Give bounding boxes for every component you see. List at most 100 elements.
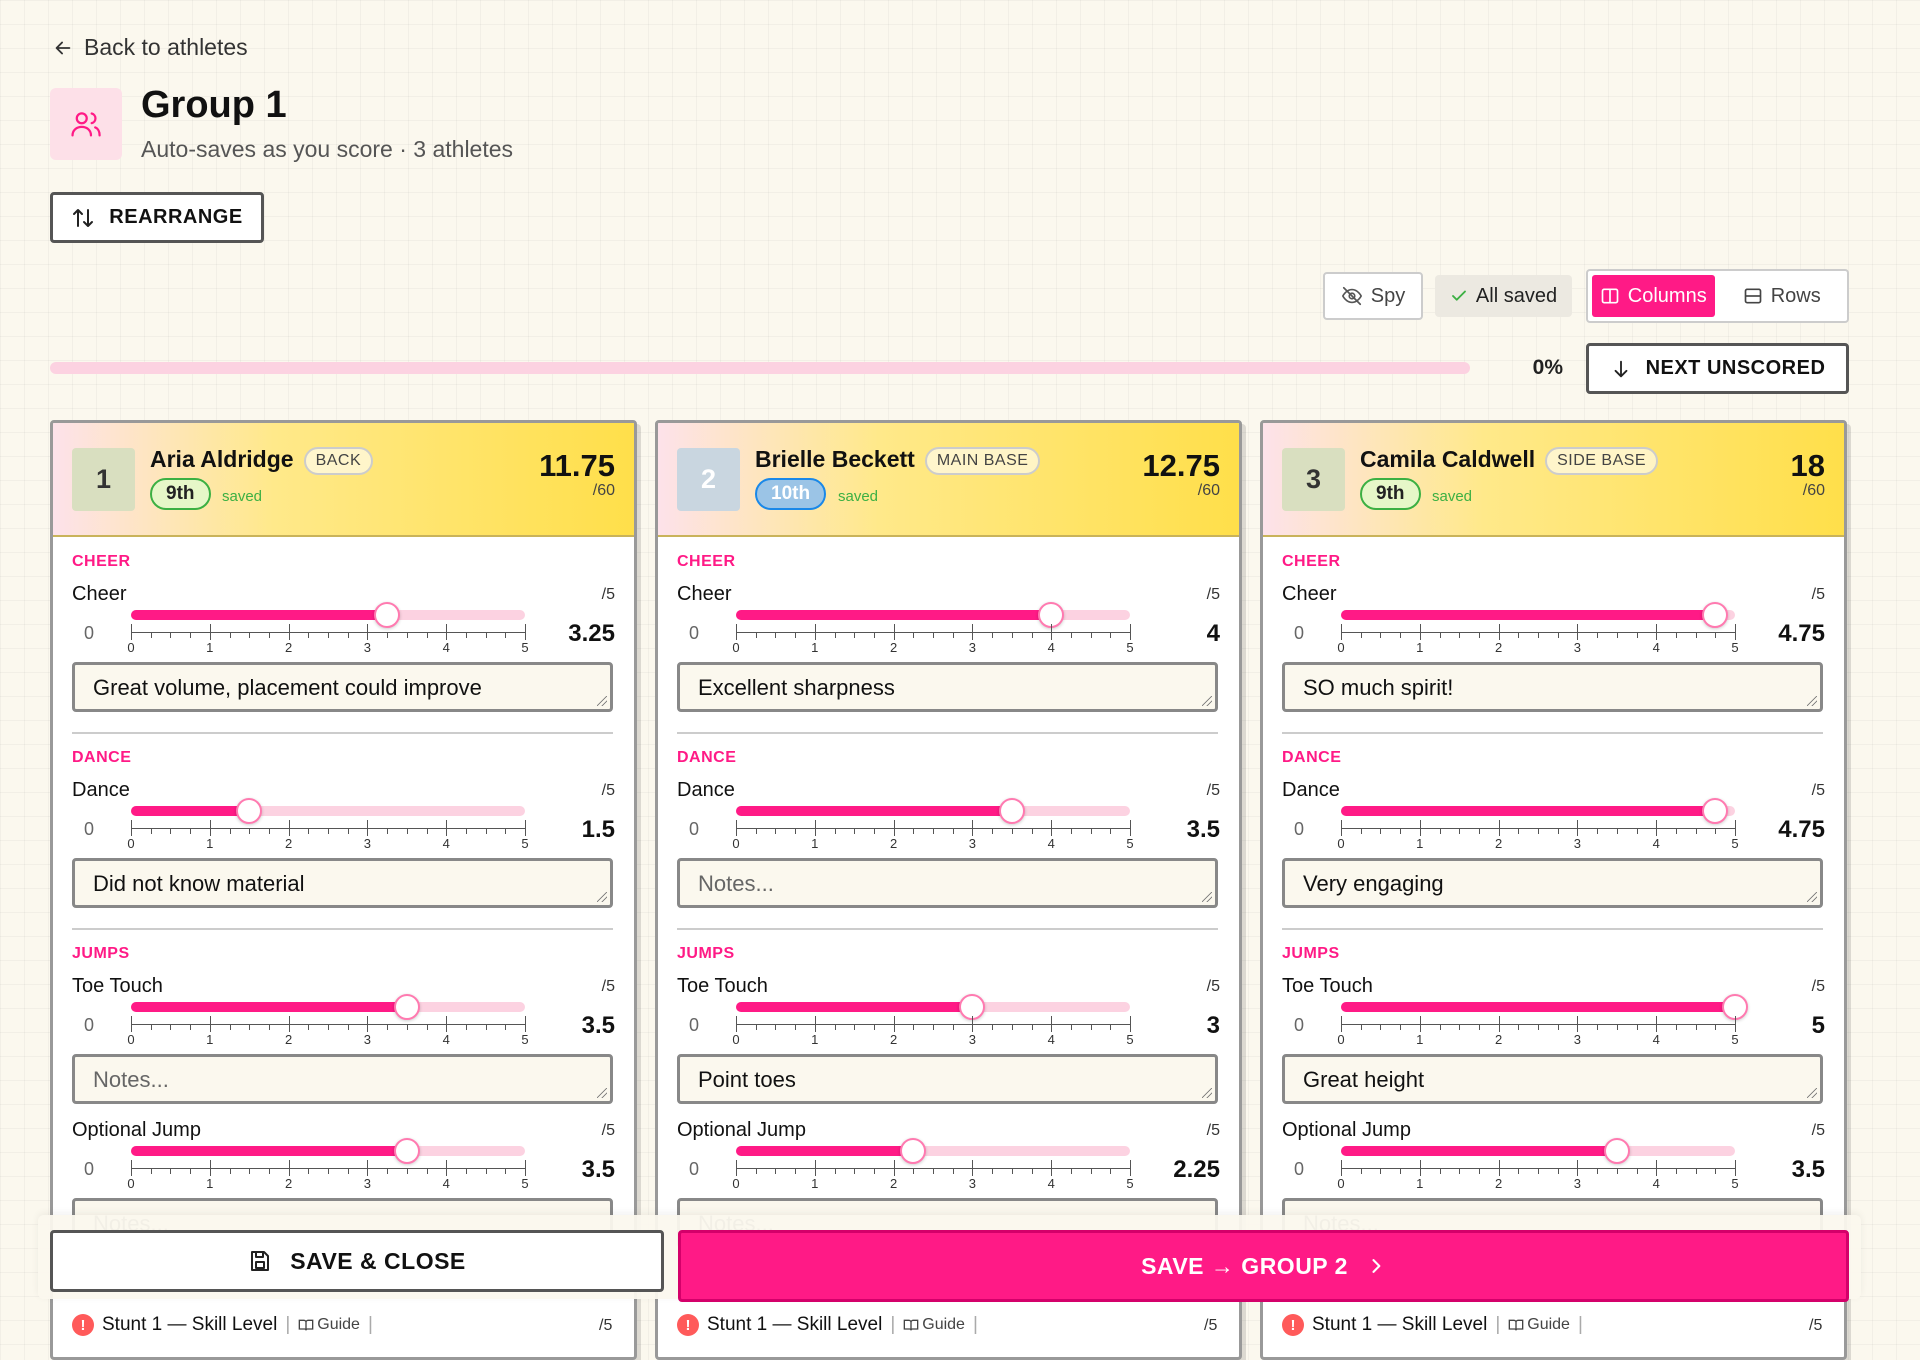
guide-link[interactable]: Guide <box>1508 1316 1570 1334</box>
score-slider[interactable] <box>131 994 525 1020</box>
back-to-athletes-link[interactable]: Back to athletes <box>52 34 248 61</box>
notes-text: Notes... <box>93 1067 169 1092</box>
tick-mark <box>229 1168 231 1174</box>
slider-tick-scale: 0 1 2 3 4 5 <box>127 1014 529 1048</box>
criterion-notes-field[interactable]: Notes... <box>677 858 1218 908</box>
tick-mark <box>308 1024 310 1030</box>
tick-mark <box>131 624 132 640</box>
tick-mark <box>505 828 507 834</box>
criterion-notes-field[interactable]: SO much spirit! <box>1282 662 1823 712</box>
tick-mark <box>1735 1016 1736 1032</box>
resize-grip-icon[interactable] <box>1202 892 1212 902</box>
tick-mark <box>229 828 231 834</box>
tick-mark <box>913 828 915 834</box>
tick-mark <box>972 1016 974 1032</box>
save-next-group-button[interactable]: SAVE → GROUP 2 <box>678 1230 1849 1302</box>
criterion-notes-field[interactable]: Great height <box>1282 1054 1823 1104</box>
score-slider[interactable] <box>1341 602 1735 628</box>
tick-mark <box>992 1024 994 1030</box>
tick-label: 2 <box>889 836 898 851</box>
score-slider[interactable] <box>736 994 1130 1020</box>
resize-grip-icon[interactable] <box>597 1088 607 1098</box>
guide-link[interactable]: Guide <box>298 1316 360 1334</box>
separator: | <box>890 1314 896 1335</box>
tick-label: 5 <box>521 640 529 655</box>
tick-mark <box>1478 828 1480 834</box>
score-slider-thumb[interactable] <box>393 1138 420 1164</box>
spy-toggle[interactable]: Spy <box>1323 272 1423 320</box>
next-unscored-button[interactable]: NEXT UNSCORED <box>1586 343 1849 394</box>
tick-mark <box>814 624 816 640</box>
view-columns-option[interactable]: Columns <box>1592 275 1715 317</box>
score-slider-thumb[interactable] <box>1702 798 1729 824</box>
score-slider[interactable] <box>1341 1138 1735 1164</box>
criterion-notes-field[interactable]: Very engaging <box>1282 858 1823 908</box>
score-slider[interactable] <box>736 1138 1130 1164</box>
save-status-label: All saved <box>1475 284 1558 307</box>
criterion-notes-field[interactable]: Point toes <box>677 1054 1218 1104</box>
view-rows-option[interactable]: Rows <box>1721 275 1844 317</box>
score-slider[interactable] <box>131 798 525 824</box>
tick-mark <box>1636 1168 1638 1174</box>
criterion-notes-field[interactable]: Did not know material <box>72 858 613 908</box>
tick-mark <box>446 820 448 836</box>
criterion-max: /5 <box>1206 1122 1220 1139</box>
score-slider-thumb[interactable] <box>393 994 420 1020</box>
tick-mark <box>1577 1016 1579 1032</box>
criterion-notes-field[interactable]: Excellent sharpness <box>677 662 1218 712</box>
tick-mark <box>1400 1024 1402 1030</box>
tick-label: 4 <box>442 1032 450 1047</box>
tick-mark <box>249 632 251 638</box>
guide-link[interactable]: Guide <box>903 1316 965 1334</box>
total-max: /60 <box>592 482 615 499</box>
score-slider[interactable] <box>131 1138 525 1164</box>
score-slider-thumb[interactable] <box>900 1138 927 1164</box>
score-slider-thumb[interactable] <box>236 798 263 824</box>
score-slider[interactable] <box>131 602 525 628</box>
chevron-right-icon <box>1372 1259 1381 1273</box>
resize-grip-icon[interactable] <box>1807 696 1817 706</box>
tick-mark <box>406 1168 408 1174</box>
guide-label: Guide <box>922 1316 965 1333</box>
resize-grip-icon[interactable] <box>597 696 607 706</box>
criterion-notes-field[interactable]: Notes... <box>72 1054 613 1104</box>
criterion-name: Optional Jump <box>72 1119 201 1141</box>
score-slider[interactable] <box>1341 798 1735 824</box>
athlete-name: Aria Aldridge <box>150 446 294 472</box>
score-slider-thumb[interactable] <box>998 798 1025 824</box>
score-slider[interactable] <box>1341 994 1748 1020</box>
book-icon <box>903 1319 919 1331</box>
tick-label: 1 <box>811 1176 819 1191</box>
slider-tick-scale: 0 1 2 3 4 5 <box>1337 622 1739 656</box>
tick-mark <box>1616 632 1618 638</box>
tick-label: 0 <box>127 1176 135 1191</box>
score-slider-thumb[interactable] <box>374 602 401 628</box>
tick-mark <box>893 1016 895 1032</box>
criterion-name: Cheer <box>72 583 127 605</box>
tick-label: 5 <box>1126 836 1134 851</box>
tick-mark <box>992 828 994 834</box>
resize-grip-icon[interactable] <box>1807 892 1817 902</box>
resize-grip-icon[interactable] <box>1202 696 1212 706</box>
resize-grip-icon[interactable] <box>1202 1088 1212 1098</box>
tick-mark <box>933 828 934 834</box>
tick-label: 0 <box>1337 1176 1345 1191</box>
score-slider[interactable] <box>736 602 1130 628</box>
rearrange-button[interactable]: REARRANGE <box>50 192 264 243</box>
section-label: CHEER <box>1282 553 1341 570</box>
tick-mark <box>1031 1168 1033 1174</box>
score-slider[interactable] <box>736 798 1130 824</box>
tick-mark <box>1459 632 1461 638</box>
floppy-disk-icon <box>251 1251 270 1271</box>
athlete-card-header: 2 Brielle Beckett MAIN BASE 10th saved 12.75/… <box>658 423 1239 537</box>
tick-mark <box>426 1024 428 1030</box>
save-and-close-button[interactable]: SAVE & CLOSE <box>50 1230 664 1292</box>
criterion-score-value: 3.5 <box>581 1156 615 1183</box>
tick-mark <box>854 632 856 638</box>
score-slider-thumb[interactable] <box>1603 1138 1630 1164</box>
resize-grip-icon[interactable] <box>597 892 607 902</box>
score-slider-thumb[interactable] <box>1702 602 1729 628</box>
criterion-notes-field[interactable]: Great volume, placement could improve <box>72 662 613 712</box>
athlete-grade-badge: 10th <box>755 478 827 510</box>
resize-grip-icon[interactable] <box>1807 1088 1817 1098</box>
